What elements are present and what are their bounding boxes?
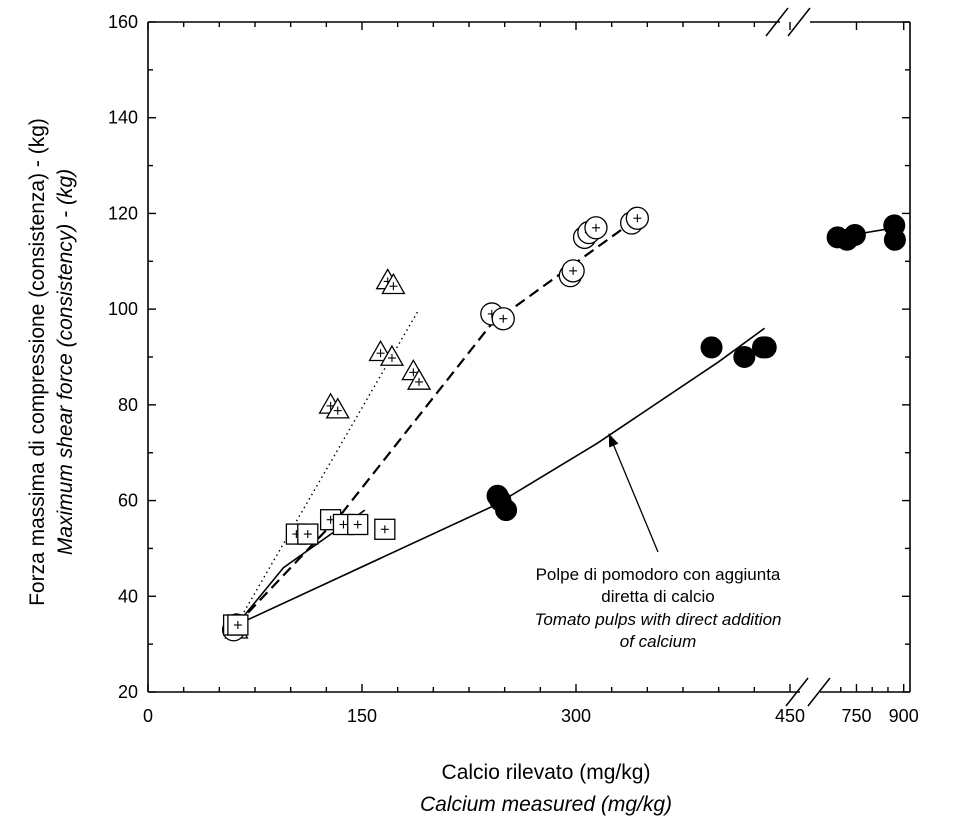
y-tick-label: 160 <box>108 12 138 32</box>
annotation-line-3: Tomato pulps with direct addition <box>535 610 782 629</box>
annotation: Polpe di pomodoro con aggiunta diretta d… <box>535 433 782 651</box>
square-point <box>347 513 369 536</box>
x-tick-label: 750 <box>841 706 871 726</box>
break-slash <box>785 677 809 707</box>
x-tick-label: 300 <box>561 706 591 726</box>
y-tick-label: 20 <box>118 682 138 702</box>
x-axis-title: Calcio rilevato (mg/kg) <box>442 761 651 784</box>
x-axis-break-top <box>765 7 811 37</box>
filled-circle-point <box>495 499 518 522</box>
filled-circle-trend-line <box>236 327 766 626</box>
break-slash <box>787 7 811 37</box>
break-slash <box>765 7 789 37</box>
x-tick-label: 0 <box>143 706 153 726</box>
annotation-line-1: Polpe di pomodoro con aggiunta <box>536 565 781 584</box>
y-axis-title-en: Maximum shear force (consistency) - (kg) <box>54 169 77 555</box>
square-point <box>227 614 249 636</box>
y-axis-title: Forza massima di compressione (consisten… <box>26 118 49 606</box>
circle-point <box>625 206 649 230</box>
y-tick-label: 120 <box>108 203 138 223</box>
annotation-line-2: diretta di calcio <box>601 587 714 606</box>
circle-point <box>491 307 515 331</box>
annotation-line-4: of calcium <box>620 632 697 651</box>
triangle-point <box>379 344 405 366</box>
tick-marks: 20 40 60 80 100 120 140 160 0 150 300 450 750 900 <box>108 12 919 726</box>
y-tick-label: 80 <box>118 395 138 415</box>
x-tick-label: 900 <box>889 706 919 726</box>
filled-circle-point <box>733 346 756 368</box>
x-axis-break-bottom <box>785 677 831 707</box>
x-tick-label: 150 <box>347 706 377 726</box>
y-tick-label: 60 <box>118 491 138 511</box>
circle-point <box>584 216 608 240</box>
x-axis-title-en: Calcium measured (mg/kg) <box>420 793 672 816</box>
square-point <box>374 518 396 540</box>
annotation-arrow <box>608 433 659 553</box>
y-tick-label: 40 <box>118 586 138 606</box>
data-points <box>221 206 906 642</box>
axes <box>147 7 911 707</box>
filled-circle-point <box>700 336 723 359</box>
x-tick-label: 450 <box>775 706 805 726</box>
triangle-point <box>406 368 432 390</box>
break-slash <box>807 677 831 707</box>
triangle-trend-line <box>235 308 420 626</box>
circle-point <box>561 259 585 283</box>
filled-circle-point <box>843 223 866 246</box>
y-tick-label: 140 <box>108 108 138 128</box>
annotation-arrowhead <box>608 433 619 448</box>
triangle-point <box>381 272 406 295</box>
triangle-point <box>325 397 350 419</box>
filled-circle-point <box>751 336 774 359</box>
y-tick-label: 100 <box>108 299 138 319</box>
square-point <box>297 523 319 545</box>
filled-circle-point <box>883 228 906 251</box>
